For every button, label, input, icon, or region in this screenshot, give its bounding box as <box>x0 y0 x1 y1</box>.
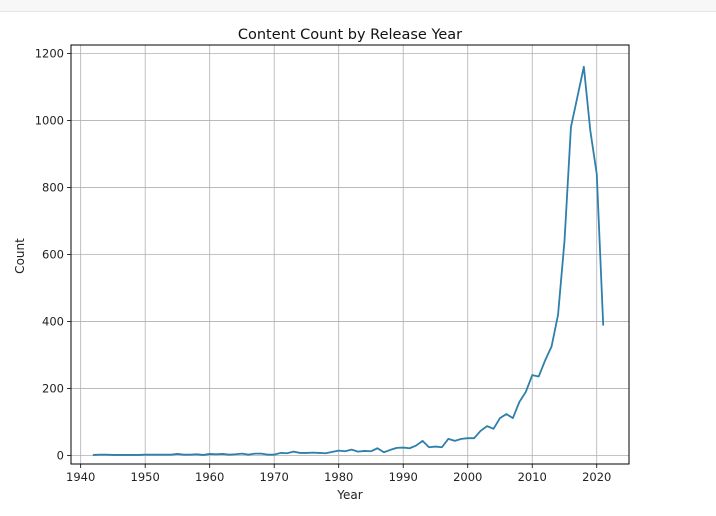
x-axis-label: Year <box>336 488 362 502</box>
y-gridlines <box>71 52 629 457</box>
x-tick-label: 2020 <box>582 470 611 484</box>
x-tick-label: 1980 <box>324 470 353 484</box>
top-window-strip <box>0 0 716 12</box>
x-tick-label: 1960 <box>195 470 224 484</box>
y-tick-label: 600 <box>42 248 64 262</box>
x-axis-ticks: 1940 1950 1960 1970 1980 1990 2000 2010 2020 <box>66 464 611 484</box>
y-axis-label: Count <box>13 238 27 274</box>
x-tick-label: 1970 <box>260 470 289 484</box>
chart-title: Content Count by Release Year <box>238 27 462 43</box>
y-tick-label: 200 <box>42 382 64 396</box>
y-tick-label: 400 <box>42 315 64 329</box>
x-tick-label: 1940 <box>66 470 95 484</box>
y-tick-label: 1200 <box>35 46 64 60</box>
x-tick-label: 1990 <box>389 470 418 484</box>
y-tick-label: 1000 <box>35 113 64 127</box>
y-tick-label: 800 <box>42 180 64 194</box>
x-tick-label: 2000 <box>453 470 482 484</box>
y-tick-label: 0 <box>57 449 64 463</box>
series-line <box>92 65 605 456</box>
x-tick-label: 2010 <box>518 470 547 484</box>
x-tick-label: 1950 <box>131 470 160 484</box>
y-axis-ticks: 0 200 400 600 800 1000 1200 <box>35 46 71 463</box>
